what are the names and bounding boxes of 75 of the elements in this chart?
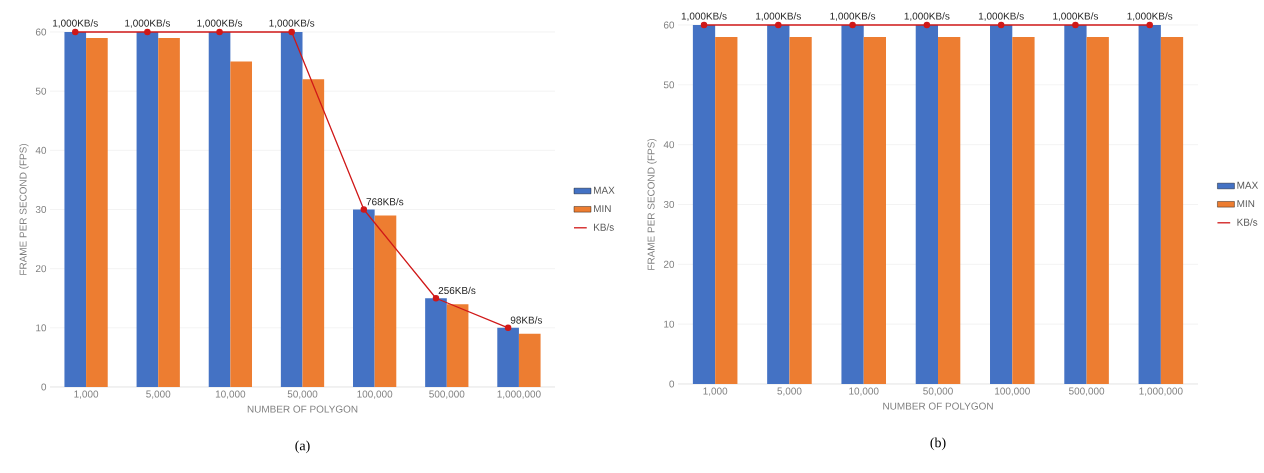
x-tick-label: 500,000	[1068, 387, 1105, 396]
annotation: 256KB/s	[438, 286, 476, 295]
y-tick-label: 60	[35, 28, 47, 36]
point	[360, 206, 368, 213]
bar	[446, 304, 469, 387]
x-tick-label: 5,000	[777, 387, 802, 396]
bar	[136, 31, 159, 387]
y-tick-label: 40	[663, 141, 675, 149]
bar	[425, 298, 447, 387]
annotation: 1,000KB/s	[53, 19, 98, 28]
bar	[230, 61, 253, 387]
y-tick-label: 0	[41, 383, 47, 391]
y-tick-label: 40	[35, 146, 47, 154]
x-axis-title: NUMBER OF POLYGON	[247, 405, 358, 413]
x-tick-label: 10,000	[215, 390, 246, 399]
y-tick-label: 10	[36, 324, 47, 332]
legend-label: MAX	[594, 186, 615, 194]
point	[504, 324, 512, 332]
legend-label: MIN	[1237, 200, 1255, 207]
x-tick-label: 50,000	[923, 387, 953, 396]
annotation: 768KB/s	[366, 197, 404, 206]
point	[216, 28, 223, 36]
bar	[86, 37, 108, 387]
y-tick-label: 50	[35, 87, 47, 95]
y-tick-label: 10	[664, 320, 675, 328]
text: (a)	[295, 440, 310, 454]
x-tick-label: 100,000	[995, 387, 1030, 396]
point	[432, 294, 440, 302]
annotation: 1,000KB/s	[125, 19, 171, 28]
annotation: 98KB/s	[510, 316, 543, 324]
x-axis-title: NUMBER OF POLYGON	[883, 402, 993, 410]
x-tick-label: 1,000	[703, 387, 728, 396]
y-axis-title: FRAME PER SECOND (FPS)	[19, 143, 29, 275]
annotation: 1,000KB/s	[756, 12, 801, 21]
annotation: 1,000KB/s	[830, 12, 876, 21]
bar	[302, 79, 325, 387]
y-tick-label: 30	[663, 200, 675, 209]
y-axis-title: FRAME PER SECOND (FPS)	[647, 138, 657, 270]
legend-label: MIN	[594, 205, 611, 212]
bar	[374, 215, 397, 387]
x-tick-label: 5,000	[146, 390, 171, 399]
point	[144, 28, 151, 36]
x-tick-label: 100,000	[357, 390, 393, 399]
bar	[280, 31, 303, 387]
annotation: 1,000KB/s	[197, 19, 243, 28]
annotation: 1,000KB/s	[269, 19, 315, 28]
x-tick-label: 10,000	[849, 387, 879, 396]
y-tick-label: 30	[35, 205, 47, 214]
x-tick-label: 1,000	[74, 390, 99, 399]
x-tick-label: 1,000,000	[497, 390, 541, 399]
x-tick-label: 500,000	[429, 390, 465, 399]
annotation: 1,000KB/s	[904, 12, 950, 21]
bar	[208, 31, 231, 387]
point	[288, 28, 295, 36]
y-tick-label: 50	[663, 81, 675, 89]
legend-label: KB/s	[1237, 218, 1258, 226]
annotation: 1,000KB/s	[978, 12, 1024, 21]
y-tick-label: 20	[663, 260, 675, 268]
bar	[64, 31, 87, 387]
y-tick-label: 60	[663, 21, 675, 29]
bar	[497, 327, 519, 387]
x-tick-label: 1,000,000	[1139, 387, 1183, 396]
legend-label: MAX	[1237, 181, 1259, 189]
y-tick-label: 20	[35, 265, 47, 273]
annotation: 1,000KB/s	[1053, 12, 1099, 21]
bar	[518, 333, 541, 387]
annotation: 1,000KB/s	[681, 12, 727, 21]
x-tick-label: 50,000	[287, 390, 318, 399]
text: (b)	[930, 437, 946, 451]
y-tick-label: 0	[669, 380, 675, 388]
legend-label: KB/s	[594, 223, 614, 231]
bar	[353, 209, 375, 387]
bar	[158, 37, 180, 387]
annotation: 1,000KB/s	[1127, 12, 1173, 21]
point	[72, 28, 79, 36]
